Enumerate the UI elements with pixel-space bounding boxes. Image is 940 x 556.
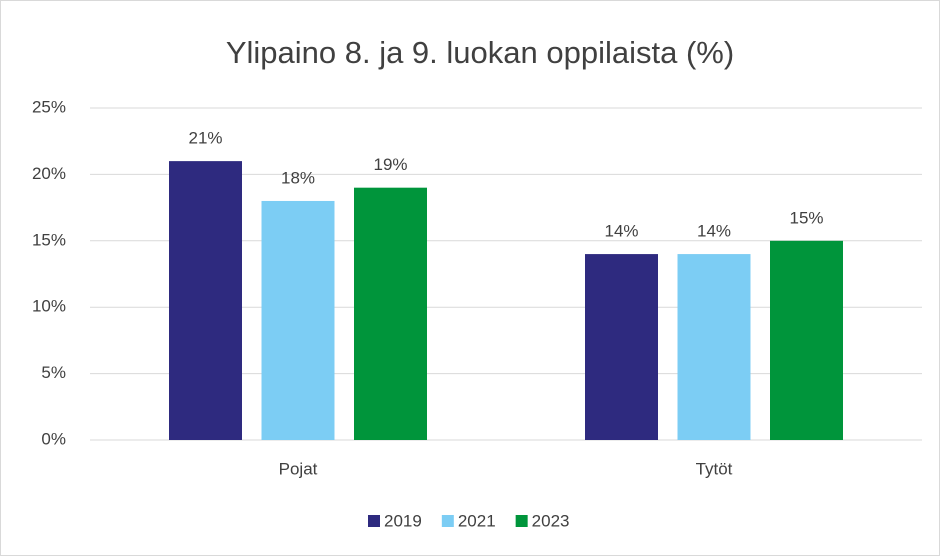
y-tick-label: 5%: [41, 363, 66, 382]
legend-swatch: [441, 515, 454, 527]
y-tick-label: 20%: [32, 164, 66, 183]
legend-swatch: [368, 515, 380, 527]
data-label: 14%: [604, 222, 638, 241]
bar: [677, 254, 751, 440]
bar: [354, 187, 427, 440]
data-label: 18%: [281, 168, 315, 187]
legend-label: 2021: [458, 511, 496, 530]
y-tick-label: 0%: [41, 429, 66, 448]
data-label: 15%: [789, 208, 823, 227]
bar: [585, 254, 658, 440]
legend-swatch: [515, 515, 528, 527]
chart-title: Ylipaino 8. ja 9. luokan oppilaista (%): [226, 35, 734, 70]
x-tick-label: Tytöt: [696, 459, 733, 478]
legend-label: 2019: [384, 511, 422, 530]
data-label: 21%: [188, 129, 222, 148]
bar: [770, 240, 843, 440]
y-tick-label: 15%: [32, 230, 66, 249]
y-tick-label: 10%: [32, 297, 66, 316]
bar: [169, 161, 242, 440]
bar: [261, 200, 335, 440]
data-label: 19%: [373, 155, 407, 174]
x-tick-label: Pojat: [279, 459, 318, 478]
legend-label: 2023: [532, 511, 570, 530]
y-tick-label: 25%: [32, 97, 66, 116]
data-label: 14%: [697, 222, 731, 241]
